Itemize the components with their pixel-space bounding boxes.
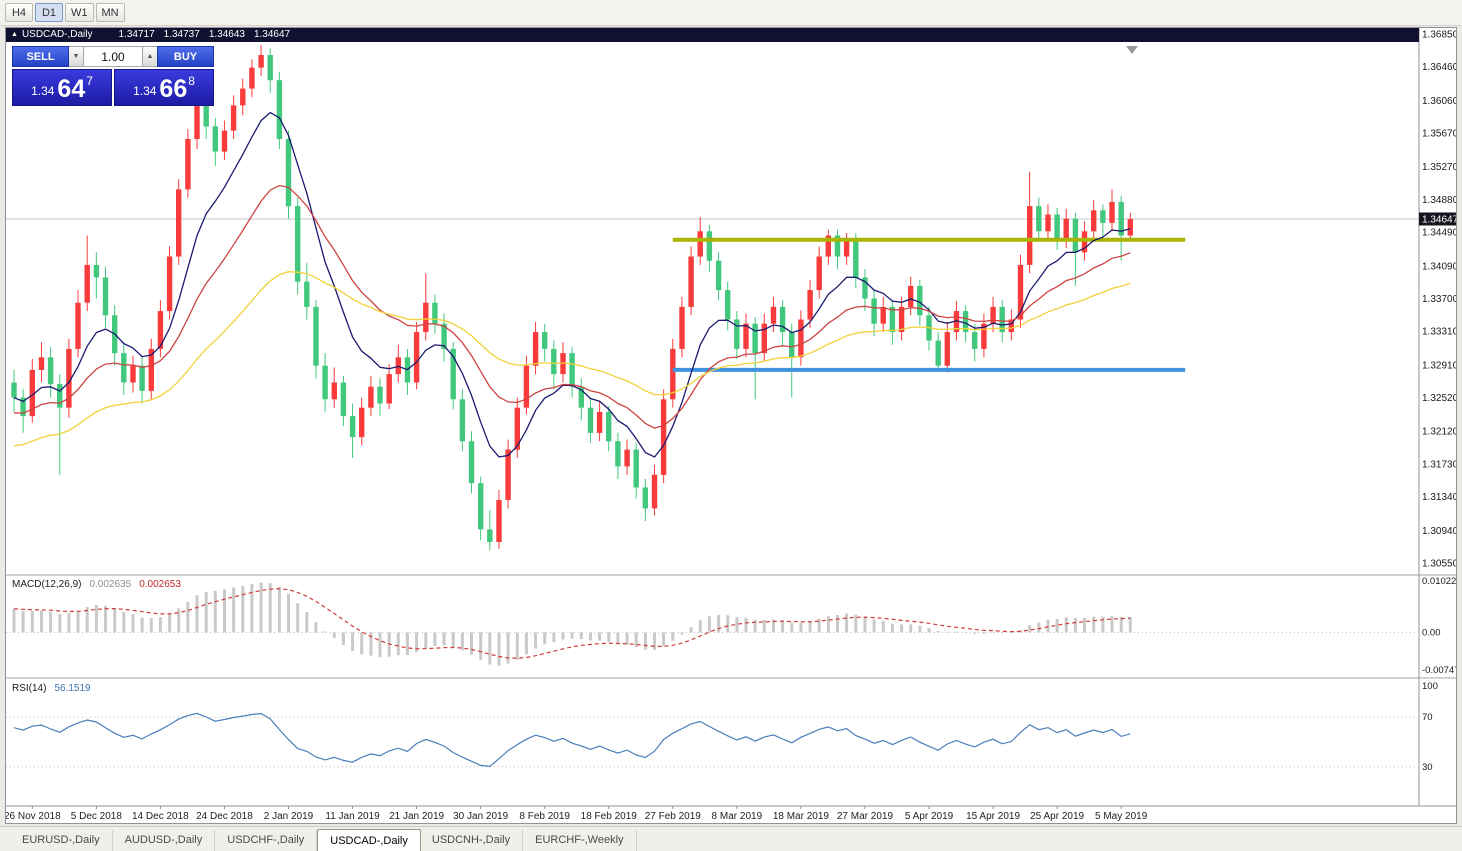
macd-main-value: 0.002635: [89, 579, 132, 590]
trade-prices-row: 1.34 64 7 1.34 66 8: [12, 69, 214, 106]
chart-tab-eurusd[interactable]: EURUSD-,Daily: [10, 830, 113, 851]
rsi-axis-label: 70: [1422, 712, 1433, 723]
time-axis-label: 24 Dec 2018: [196, 811, 253, 822]
price-axis-label: 1.35670: [1422, 129, 1456, 140]
ma-medium-line: [13, 184, 1131, 429]
rsi-axis-label: 100: [1422, 681, 1438, 692]
chart-shift-marker[interactable]: [1126, 46, 1138, 54]
time-axis-label: 8 Mar 2019: [712, 811, 763, 822]
svg-text:1.34647: 1.34647: [1422, 214, 1456, 225]
volume-increase-button[interactable]: ▲: [143, 46, 157, 67]
time-axis-label: 11 Jan 2019: [325, 811, 380, 822]
chart-title-bar: ▲ USDCAD-,Daily 1.34717 1.34737 1.34643 …: [6, 28, 1419, 42]
time-axis-label: 26 Nov 2018: [6, 811, 61, 822]
chart-tab-usdchf[interactable]: USDCHF-,Daily: [215, 830, 318, 851]
macd-signal-line: [13, 588, 1131, 659]
chart-tab-eurchf[interactable]: EURCHF-,Weekly: [523, 830, 637, 851]
chart-tab-usdcad[interactable]: USDCAD-,Daily: [317, 829, 421, 851]
macd-axis-label: -0.00747: [1422, 665, 1456, 676]
time-axis-label: 21 Jan 2019: [389, 811, 444, 822]
chart-tab-usdcnh[interactable]: USDCNH-,Daily: [420, 830, 524, 851]
volume-input[interactable]: [83, 46, 143, 67]
time-axis-label: 2 Jan 2019: [264, 811, 314, 822]
macd-name: MACD(12,26,9): [12, 579, 82, 590]
trade-controls-row: SELL ▼ ▲ BUY: [12, 46, 214, 67]
price-axis: 1.36850 1.36460 1.36060 1.35670 1.35270 1.348…: [1422, 30, 1456, 570]
buy-price-pips: 66: [159, 75, 188, 103]
price-axis-label: 1.30550: [1422, 559, 1456, 570]
volume-decrease-button[interactable]: ▼: [69, 46, 83, 67]
macd-histogram: [12, 582, 1132, 666]
price-axis-label: 1.34090: [1422, 261, 1456, 272]
price-axis-label: 1.31730: [1422, 459, 1456, 470]
sell-button[interactable]: SELL: [12, 46, 69, 67]
rsi-name: RSI(14): [12, 683, 47, 694]
time-axis-label: 27 Feb 2019: [645, 811, 702, 822]
buy-price-display[interactable]: 1.34 66 8: [114, 69, 214, 106]
macd-axis-label: 0.010229: [1422, 576, 1456, 587]
time-axis-label: 27 Mar 2019: [837, 811, 894, 822]
buy-price-pipette: 8: [188, 74, 195, 88]
price-axis-label: 1.34490: [1422, 228, 1456, 239]
macd-axis-label: 0.00: [1422, 627, 1441, 638]
tick-direction-icon: ▲: [11, 31, 18, 38]
price-axis-label: 1.32910: [1422, 360, 1456, 371]
timeframe-button-w1[interactable]: W1: [65, 3, 94, 22]
ohlc-low: 1.34643: [208, 29, 245, 40]
price-axis-label: 1.35270: [1422, 162, 1456, 173]
macd-indicator-label: MACD(12,26,9) 0.002635 0.002653: [12, 579, 181, 590]
time-axis-label: 18 Mar 2019: [773, 811, 830, 822]
price-axis-label: 1.34880: [1422, 195, 1456, 206]
ohlc-open: 1.34717: [118, 29, 155, 40]
time-axis-label: 5 Apr 2019: [905, 811, 954, 822]
buy-price-base: 1.34: [133, 84, 157, 98]
time-axis-label: 14 Dec 2018: [132, 811, 189, 822]
ohlc-high: 1.34737: [163, 29, 200, 40]
rsi-value: 56.1519: [54, 683, 91, 694]
timeframe-buttons: H4 D1 W1 MN: [5, 3, 125, 22]
price-axis-label: 1.36850: [1422, 30, 1456, 41]
price-axis-label: 1.36060: [1422, 96, 1456, 107]
sell-price-display[interactable]: 1.34 64 7: [12, 69, 112, 106]
time-axis: 26 Nov 2018 5 Dec 2018 14 Dec 2018 24 Dec 2…: [6, 806, 1148, 822]
time-axis-label: 30 Jan 2019: [453, 811, 508, 822]
chart-tab-audusd[interactable]: AUDUSD-,Daily: [113, 830, 216, 851]
price-axis-label: 1.33700: [1422, 294, 1456, 305]
time-axis-label: 15 Apr 2019: [966, 811, 1020, 822]
price-axis-label: 1.32520: [1422, 393, 1456, 404]
one-click-trading-panel: SELL ▼ ▲ BUY 1.34 64 7 1.34 66 8: [12, 46, 214, 106]
rsi-indicator-label: RSI(14) 56.1519: [12, 683, 91, 694]
sell-price-pipette: 7: [86, 74, 93, 88]
timeframe-button-d1[interactable]: D1: [35, 3, 63, 22]
price-axis-label: 1.31340: [1422, 492, 1456, 503]
chart-window: 1.36850 1.36460 1.36060 1.35670 1.35270 1.348…: [5, 27, 1457, 824]
sell-price-pips: 64: [57, 75, 86, 103]
macd-signal-value: 0.002653: [139, 579, 181, 590]
sell-price-base: 1.34: [31, 84, 55, 98]
time-axis-label: 18 Feb 2019: [581, 811, 638, 822]
ma-slow-line: [13, 271, 1131, 447]
price-axis-label: 1.36460: [1422, 62, 1456, 73]
time-axis-label: 8 Feb 2019: [519, 811, 570, 822]
toolbar: H4 D1 W1 MN: [0, 0, 1462, 26]
price-axis-label: 1.32120: [1422, 427, 1456, 438]
chart-canvas[interactable]: 1.368501.364601.360601.356701.352701.348…: [6, 28, 1456, 823]
timeframe-button-mn[interactable]: MN: [95, 3, 125, 22]
rsi-line: [13, 712, 1131, 768]
price-axis-label: 1.33310: [1422, 327, 1456, 338]
chart-symbol-label: USDCAD-,Daily: [21, 29, 93, 40]
buy-button[interactable]: BUY: [157, 46, 214, 67]
ohlc-close: 1.34647: [253, 29, 291, 40]
price-axis-label: 1.30940: [1422, 526, 1456, 537]
time-axis-label: 5 May 2019: [1095, 811, 1148, 822]
timeframe-button-h4[interactable]: H4: [5, 3, 33, 22]
rsi-axis-label: 30: [1422, 762, 1433, 773]
time-axis-label: 5 Dec 2018: [71, 811, 123, 822]
time-axis-label: 25 Apr 2019: [1030, 811, 1084, 822]
chart-tab-bar: EURUSD-,Daily AUDUSD-,Daily USDCHF-,Daily U…: [0, 826, 1462, 851]
ma-fast-line: [13, 111, 1131, 458]
current-price-badge: 1.34647: [1419, 212, 1456, 226]
